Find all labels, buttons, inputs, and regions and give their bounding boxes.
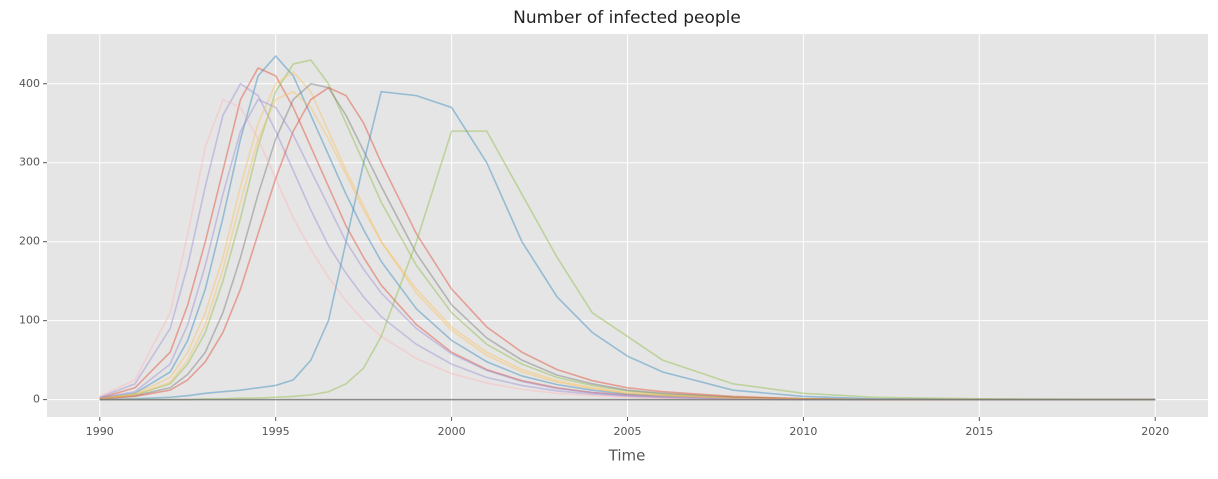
- series-line: [99, 86, 1156, 401]
- y-tick-label: 100: [19, 314, 40, 327]
- y-tick-label: 300: [19, 156, 40, 169]
- x-tick-label: 2010: [789, 425, 817, 438]
- series-line: [99, 66, 1156, 401]
- series-line: [99, 54, 1156, 401]
- series-line: [99, 82, 1156, 401]
- series-line: [99, 98, 1156, 401]
- x-axis-label: Time: [608, 447, 646, 465]
- chart-title: Number of infected people: [513, 8, 741, 28]
- x-tick-label: 1995: [262, 425, 290, 438]
- x-tick-label: 1990: [86, 425, 114, 438]
- series-line: [99, 82, 1156, 401]
- series-line: [99, 90, 1156, 401]
- series-line: [99, 98, 1156, 401]
- x-tick-label: 2015: [965, 425, 993, 438]
- y-tick-label: 200: [19, 235, 40, 248]
- series-line: [99, 70, 1156, 401]
- x-tick-label: 2000: [438, 425, 466, 438]
- y-tick-label: 400: [19, 77, 40, 90]
- series-line: [99, 59, 1156, 401]
- y-tick-label: 0: [33, 393, 40, 406]
- x-tick-label: 2020: [1141, 425, 1169, 438]
- series-line: [99, 90, 1156, 401]
- x-tick-label: 2005: [614, 425, 642, 438]
